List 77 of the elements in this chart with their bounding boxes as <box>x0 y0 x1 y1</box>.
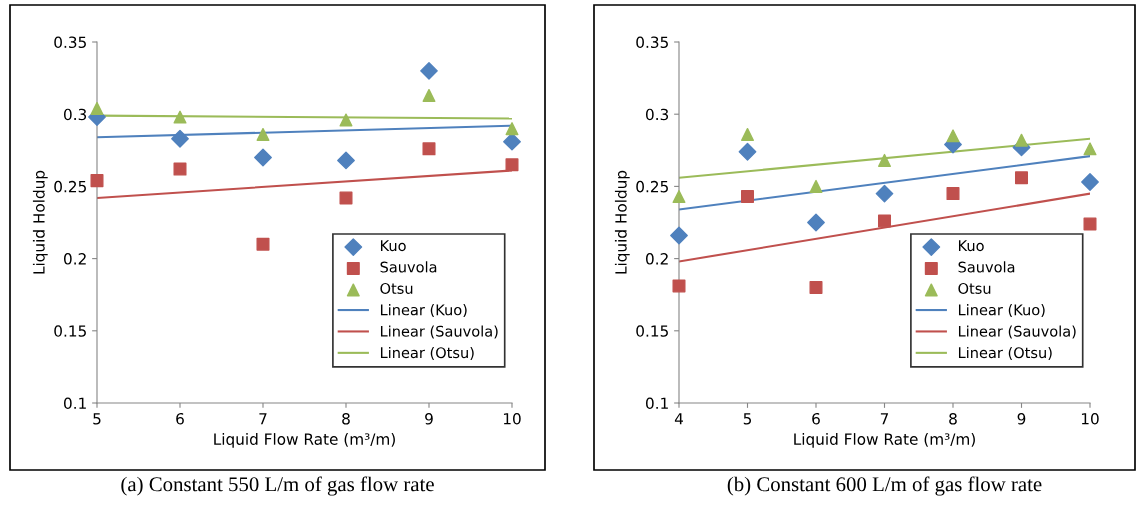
y-tick-label: 0.15 <box>54 325 86 337</box>
x-tick-label: 4 <box>674 413 683 425</box>
x-tick-label: 10 <box>1081 412 1099 425</box>
y-axis-title: Liquid Holdup <box>32 170 48 274</box>
point <box>173 110 187 124</box>
x-tick-label: 10 <box>503 412 521 425</box>
legend-label: Linear (Otsu) <box>958 346 1052 360</box>
point <box>171 129 189 148</box>
y-tick-label: 0.1 <box>63 397 86 410</box>
x-tick-label: 5 <box>743 413 752 425</box>
y-tick-label: 0.25 <box>54 180 86 193</box>
x-tick-label: 6 <box>812 412 820 425</box>
point <box>420 61 438 80</box>
point <box>254 148 272 167</box>
point <box>807 213 825 232</box>
legend-label: Linear (Otsu) <box>380 346 474 360</box>
legend-label: Sauvola <box>380 261 437 273</box>
legend-label: Kuo <box>380 240 406 252</box>
legend-label: Linear (Kuo) <box>958 304 1045 318</box>
legend-label: Linear (Sauvola) <box>958 325 1076 339</box>
point <box>1014 171 1029 185</box>
x-tick-label: 7 <box>880 413 889 425</box>
point <box>738 142 757 161</box>
point <box>422 88 436 102</box>
x-tick-label: 9 <box>425 412 433 425</box>
point <box>946 129 960 143</box>
point <box>809 280 823 294</box>
point <box>946 187 960 201</box>
x-tick-label: 5 <box>93 413 101 425</box>
point <box>672 279 686 293</box>
point <box>1083 142 1097 156</box>
y-tick-label: 0.3 <box>645 108 669 121</box>
point <box>670 226 688 245</box>
legend-label: Otsu <box>958 282 991 294</box>
point <box>672 190 686 204</box>
point <box>505 122 519 136</box>
legend-label: Otsu <box>380 282 413 294</box>
point <box>877 214 892 228</box>
point <box>337 151 355 170</box>
text: (a) Constant 550 L/m of gas flow rate <box>121 476 434 496</box>
y-tick-label: 0.25 <box>636 180 668 193</box>
x-tick-label: 8 <box>949 412 957 425</box>
y-tick-label: 0.2 <box>63 253 86 265</box>
point <box>1083 217 1097 231</box>
legend-label: Sauvola <box>958 261 1015 273</box>
y-axis-title: Liquid Holdup <box>614 170 630 274</box>
x-axis-title: Liquid Flow Rate (m³/m) <box>794 433 975 448</box>
point <box>877 153 892 167</box>
y-tick-label: 0.2 <box>645 253 668 265</box>
point <box>809 179 823 193</box>
point <box>173 162 187 176</box>
point <box>1081 173 1099 191</box>
point <box>90 101 104 115</box>
y-tick-label: 0.35 <box>54 36 86 49</box>
x-axis-title: Liquid Flow Rate (m³/m) <box>214 433 395 448</box>
x-tick-label: 7 <box>259 413 267 425</box>
point <box>740 127 755 141</box>
legend-label: Linear (Sauvola) <box>380 325 498 339</box>
y-tick-label: 0.35 <box>636 36 668 49</box>
point <box>256 237 270 251</box>
point <box>339 191 353 205</box>
legend-label: Kuo <box>958 240 984 252</box>
point <box>740 190 755 204</box>
y-tick-label: 0.1 <box>645 397 668 410</box>
point <box>505 158 519 172</box>
x-tick-label: 9 <box>1017 412 1026 425</box>
point <box>90 174 104 188</box>
x-tick-label: 6 <box>176 412 184 425</box>
point <box>875 184 894 203</box>
point <box>256 127 270 141</box>
legend-label: Linear (Kuo) <box>380 304 467 318</box>
y-tick-label: 0.3 <box>63 108 87 121</box>
text: (b) Constant 600 L/m of gas flow rate <box>727 476 1042 496</box>
y-tick-label: 0.15 <box>636 325 668 337</box>
point <box>422 142 436 156</box>
point <box>1014 133 1029 147</box>
x-tick-label: 8 <box>342 412 350 425</box>
